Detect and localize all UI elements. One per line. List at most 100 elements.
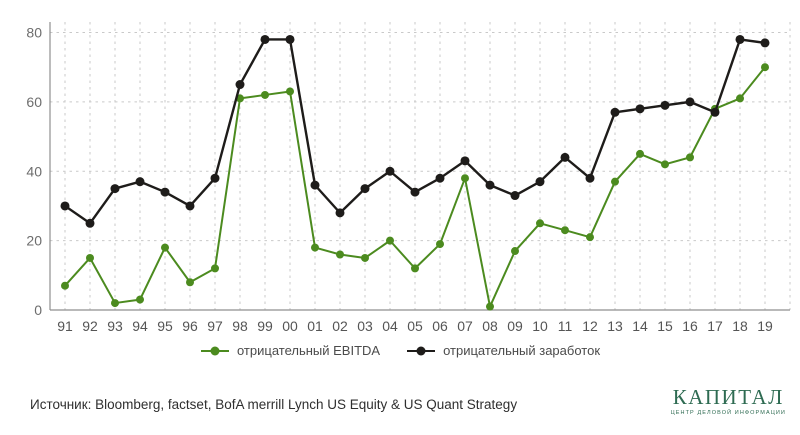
x-tick-label: 99	[257, 318, 273, 334]
data-point-marker	[160, 187, 170, 197]
data-point-marker	[710, 107, 720, 117]
data-point-marker	[585, 173, 595, 183]
data-point-marker	[185, 201, 195, 211]
data-point-marker	[435, 173, 445, 183]
data-point-marker	[561, 226, 569, 235]
data-point-marker	[661, 160, 669, 169]
x-tick-label: 93	[107, 318, 123, 334]
x-tick-label: 94	[132, 318, 148, 334]
line-chart: 0 20 40 60 80 91 92 93 94 95 96 97 98 99 00 01 02 03 04 05 0…	[26, 22, 791, 334]
x-tick-label: 19	[757, 318, 773, 334]
x-tick-label: 13	[607, 318, 623, 334]
legend-line-dot-marker-icon	[406, 346, 436, 356]
legend-item-earnings: отрицательный заработок	[406, 343, 600, 358]
data-point-marker	[261, 90, 269, 99]
data-point-marker	[110, 184, 120, 194]
data-point-marker	[586, 233, 594, 242]
data-point-marker	[735, 34, 745, 44]
data-point-marker	[660, 100, 670, 110]
x-tick-label: 00	[282, 318, 298, 334]
chart-legend: отрицательный EBITDA отрицательный зараб…	[0, 343, 800, 358]
legend-item-ebitda: отрицательный EBITDA	[200, 343, 380, 358]
data-point-marker	[61, 281, 69, 290]
source-text: Источник: Bloomberg, factset, BofA merri…	[30, 397, 518, 412]
data-point-marker	[460, 156, 470, 166]
data-point-marker	[411, 264, 419, 273]
x-tick-label: 07	[457, 318, 473, 334]
y-tick-label: 40	[26, 163, 42, 179]
data-point-marker	[335, 208, 345, 218]
data-point-marker	[260, 34, 270, 44]
x-tick-label: 02	[332, 318, 348, 334]
x-tick-label: 97	[207, 318, 223, 334]
data-point-marker	[760, 38, 770, 48]
data-point-marker	[85, 218, 95, 228]
legend-line-dot-marker-icon	[200, 346, 230, 356]
data-point-marker	[635, 104, 645, 114]
data-point-marker	[161, 243, 169, 252]
kapital-logo: КАПИТАЛ ЦЕНТР ДЕЛОВОЙ ИНФОРМАЦИИ	[670, 385, 786, 417]
data-point-marker	[611, 177, 619, 186]
x-tick-label: 10	[532, 318, 548, 334]
data-point-marker	[86, 253, 94, 262]
x-tick-label: 14	[632, 318, 648, 334]
data-point-marker	[736, 94, 744, 103]
data-point-marker	[610, 107, 620, 117]
legend-label-ebitda: отрицательный EBITDA	[236, 343, 381, 358]
x-tick-label: 17	[707, 318, 723, 334]
data-point-marker	[410, 187, 420, 197]
y-tick-label: 60	[26, 94, 42, 110]
data-point-marker	[461, 174, 469, 183]
x-tick-label: 91	[57, 318, 73, 334]
data-point-marker	[211, 264, 219, 273]
x-tick-label: 01	[307, 318, 323, 334]
x-tick-label: 08	[482, 318, 498, 334]
x-tick-label: 12	[582, 318, 598, 334]
data-point-marker	[536, 219, 544, 228]
data-point-marker	[386, 236, 394, 245]
data-point-marker	[486, 302, 494, 311]
data-point-marker	[60, 201, 70, 211]
data-point-marker	[510, 191, 520, 201]
x-tick-label: 18	[732, 318, 748, 334]
data-point-marker	[235, 80, 245, 90]
data-point-marker	[485, 180, 495, 190]
data-point-marker	[511, 247, 519, 256]
x-tick-label: 06	[432, 318, 448, 334]
legend-label-earnings: отрицательный заработок	[443, 343, 601, 358]
x-tick-label: 09	[507, 318, 523, 334]
x-tick-label: 98	[232, 318, 248, 334]
data-point-marker	[360, 184, 370, 194]
logo-tagline: ЦЕНТР ДЕЛОВОЙ ИНФОРМАЦИИ	[670, 410, 786, 417]
x-tick-label: 11	[558, 318, 573, 334]
data-point-marker	[436, 240, 444, 249]
data-point-marker	[385, 166, 395, 176]
data-point-marker	[186, 278, 194, 287]
logo-title: КАПИТАЛ	[672, 385, 784, 409]
data-point-marker	[286, 87, 294, 96]
x-tick-label: 03	[357, 318, 373, 334]
x-tick-label: 16	[682, 318, 698, 334]
x-tick-label: 92	[82, 318, 98, 334]
data-point-marker	[636, 149, 644, 158]
data-point-marker	[310, 180, 320, 190]
data-point-marker	[535, 177, 545, 187]
data-point-marker	[136, 295, 144, 304]
data-point-marker	[361, 253, 369, 262]
data-point-marker	[336, 250, 344, 259]
x-tick-label: 95	[157, 318, 173, 334]
data-point-marker	[686, 153, 694, 162]
data-point-marker	[111, 299, 119, 308]
y-tick-label: 0	[34, 302, 42, 318]
x-tick-label: 96	[182, 318, 198, 334]
data-point-marker	[685, 97, 695, 107]
x-tick-label: 15	[657, 318, 673, 334]
data-point-marker	[135, 177, 145, 187]
x-tick-label: 05	[407, 318, 423, 334]
y-tick-label: 80	[26, 25, 42, 41]
x-tick-label: 04	[382, 318, 398, 334]
y-tick-label: 20	[26, 233, 42, 249]
data-point-marker	[311, 243, 319, 252]
data-point-marker	[761, 63, 769, 72]
